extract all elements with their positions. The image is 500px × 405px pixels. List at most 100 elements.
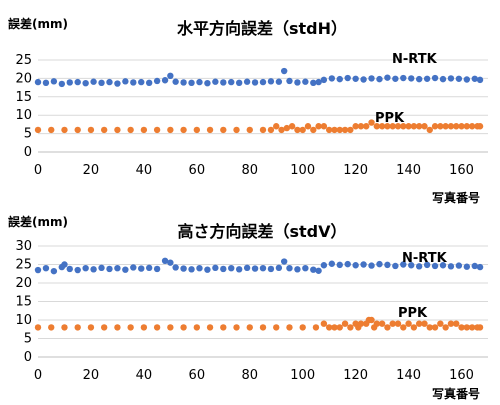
data-point-nrtk xyxy=(455,262,463,269)
data-point-nrtk xyxy=(320,76,328,84)
data-point-ppk xyxy=(442,324,449,331)
data-point-nrtk xyxy=(336,261,343,269)
data-point-ppk xyxy=(259,324,267,331)
chart1-gridlines xyxy=(38,59,488,153)
data-point-ppk xyxy=(206,324,214,331)
data-point-ppk xyxy=(415,320,423,327)
chart2-points xyxy=(34,257,484,331)
data-point-ppk xyxy=(368,316,375,324)
data-point-ppk xyxy=(233,126,240,134)
chart2-xlabel: 写真番号 xyxy=(432,386,480,401)
data-point-nrtk xyxy=(251,79,259,86)
data-point-nrtk xyxy=(98,264,105,272)
data-point-ppk xyxy=(468,324,476,331)
data-point-ppk xyxy=(320,320,328,327)
data-point-ppk xyxy=(299,324,306,331)
x-tick-label: 0 xyxy=(34,368,42,383)
data-point-ppk xyxy=(400,324,407,331)
chart2-y-ticks: 0 5 10 15 20 25 30 xyxy=(15,239,32,365)
y-tick-label: 20 xyxy=(15,276,32,291)
data-point-ppk xyxy=(100,126,108,134)
data-point-nrtk xyxy=(122,78,129,85)
data-point-nrtk xyxy=(243,264,251,272)
data-point-nrtk xyxy=(360,261,367,268)
data-point-nrtk xyxy=(188,79,195,87)
data-point-nrtk xyxy=(336,75,343,83)
data-point-ppk xyxy=(336,126,343,134)
data-point-nrtk xyxy=(90,266,97,273)
data-point-nrtk xyxy=(463,263,471,270)
x-tick-label: 40 xyxy=(136,368,153,383)
data-point-nrtk xyxy=(376,260,383,268)
data-point-nrtk xyxy=(280,67,288,75)
data-point-nrtk xyxy=(447,263,455,270)
data-point-ppk xyxy=(153,324,161,331)
data-point-ppk xyxy=(153,126,161,134)
data-point-nrtk xyxy=(161,257,169,264)
data-point-nrtk xyxy=(204,266,211,273)
data-point-ppk xyxy=(294,126,301,134)
data-point-nrtk xyxy=(384,261,391,269)
data-point-ppk xyxy=(193,126,201,134)
data-point-nrtk xyxy=(251,265,259,272)
data-point-ppk xyxy=(74,126,81,134)
data-point-nrtk xyxy=(130,79,137,86)
data-point-ppk xyxy=(347,126,354,134)
data-point-ppk xyxy=(127,126,134,134)
data-point-ppk xyxy=(114,324,121,331)
data-point-ppk xyxy=(61,324,68,331)
data-point-nrtk xyxy=(153,77,161,85)
data-point-ppk xyxy=(394,320,402,327)
x-tick-label: 100 xyxy=(290,368,315,383)
data-point-nrtk xyxy=(74,266,81,274)
data-point-ppk xyxy=(378,123,386,130)
data-point-nrtk xyxy=(384,74,391,81)
data-point-ppk xyxy=(447,123,455,130)
x-tick-label: 140 xyxy=(396,163,421,178)
data-point-nrtk xyxy=(66,79,73,86)
data-point-nrtk xyxy=(50,267,58,275)
data-point-nrtk xyxy=(439,75,447,83)
data-point-nrtk xyxy=(408,75,415,82)
data-point-ppk xyxy=(114,126,121,134)
data-point-nrtk xyxy=(352,262,359,269)
data-point-ppk xyxy=(384,123,391,130)
data-point-ppk xyxy=(341,126,349,134)
data-point-nrtk xyxy=(344,74,351,82)
y-tick-label: 15 xyxy=(15,90,32,105)
data-point-ppk xyxy=(352,123,359,130)
data-point-nrtk xyxy=(188,266,195,273)
data-point-ppk xyxy=(331,324,338,331)
y-tick-label: 10 xyxy=(15,108,32,123)
data-point-nrtk xyxy=(368,262,375,269)
data-point-ppk xyxy=(259,126,267,134)
data-point-nrtk xyxy=(145,79,153,87)
data-point-nrtk xyxy=(328,75,336,82)
data-point-ppk xyxy=(100,324,108,331)
data-point-nrtk xyxy=(455,75,463,82)
data-point-nrtk xyxy=(114,80,121,87)
data-point-nrtk xyxy=(243,78,251,85)
data-point-ppk xyxy=(74,324,81,331)
data-point-nrtk xyxy=(275,78,283,85)
x-tick-label: 40 xyxy=(136,163,153,178)
x-tick-label: 100 xyxy=(290,163,315,178)
data-point-ppk xyxy=(206,126,214,134)
data-point-ppk xyxy=(442,123,449,130)
data-point-ppk xyxy=(437,320,444,327)
data-point-nrtk xyxy=(294,266,301,273)
data-point-ppk xyxy=(193,324,201,331)
data-point-nrtk xyxy=(50,78,58,85)
data-point-ppk xyxy=(373,320,381,327)
data-point-nrtk xyxy=(267,78,275,85)
chart1-y-ticks: 0 5 10 15 20 25 xyxy=(15,53,32,160)
data-point-ppk xyxy=(299,126,306,134)
data-point-ppk xyxy=(304,123,312,130)
data-point-nrtk xyxy=(392,75,399,82)
data-point-nrtk xyxy=(172,78,179,85)
chart2-ylabel: 誤差(mm) xyxy=(8,214,68,229)
data-point-ppk xyxy=(405,320,412,327)
data-point-ppk xyxy=(463,324,471,331)
